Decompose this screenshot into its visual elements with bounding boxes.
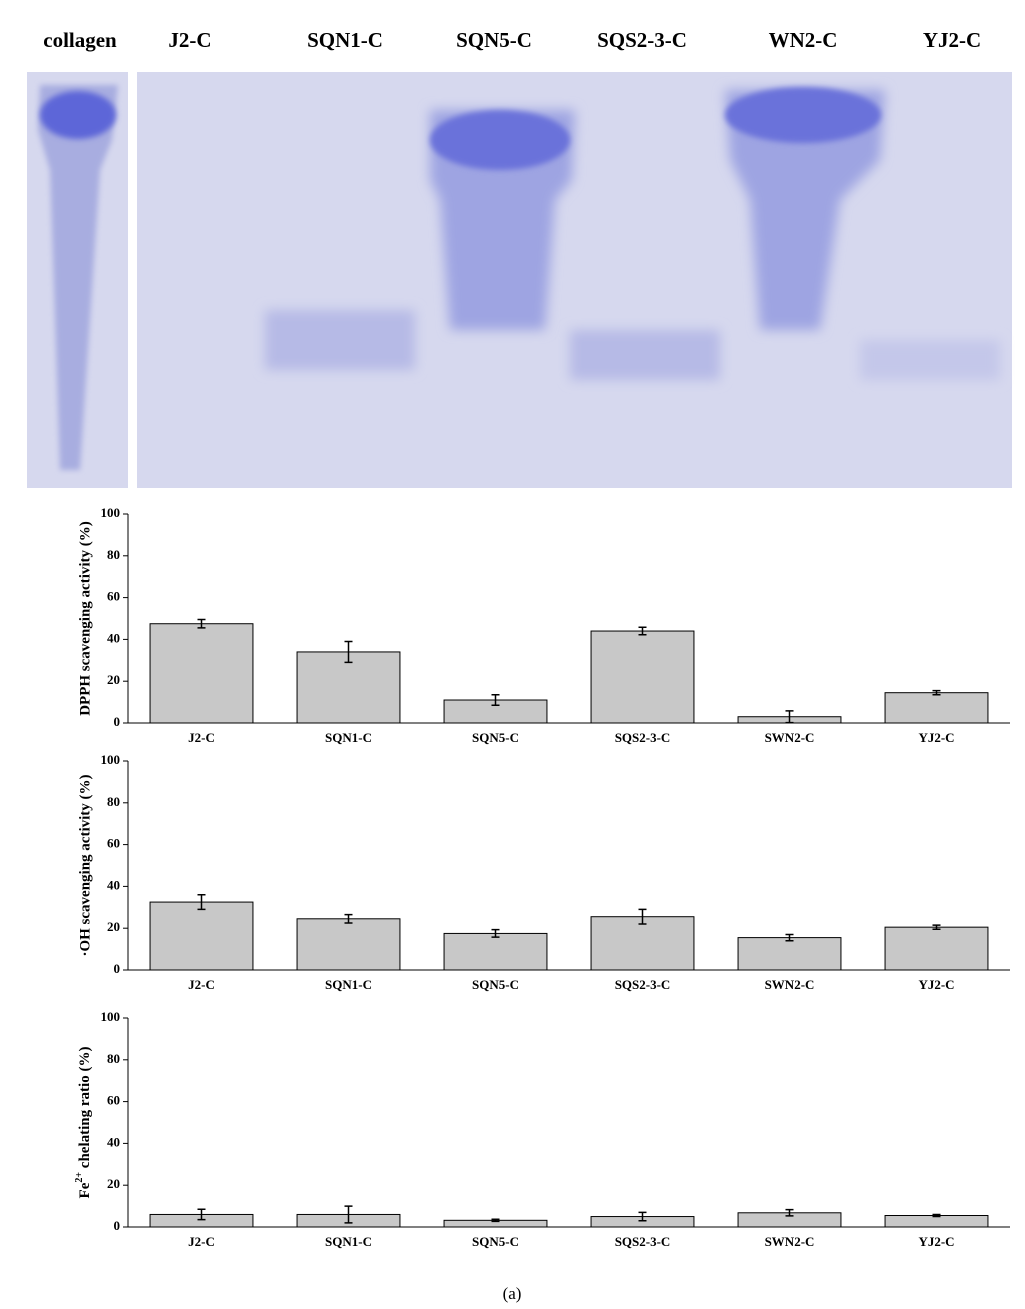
x-tick-label: YJ2-C xyxy=(918,1234,954,1249)
y-tick-label: 60 xyxy=(107,836,120,851)
lane-label: J2-C xyxy=(168,28,211,52)
y-tick-label: 0 xyxy=(114,1218,121,1233)
y-tick-label: 20 xyxy=(107,919,120,934)
y-axis-label: Fe2+ chelating ratio (%) xyxy=(74,1047,93,1199)
y-axis-label: DPPH scavenging activity (%) xyxy=(77,521,93,716)
x-tick-label: SQN5-C xyxy=(472,1234,519,1249)
x-tick-label: SQS2-3-C xyxy=(615,730,671,745)
x-tick-label: SWN2-C xyxy=(765,977,815,992)
y-tick-label: 80 xyxy=(107,794,120,809)
figure: (a) collagen J2-C SQN1-C SQN5-C SQS2-3-C WN2-… xyxy=(0,0,1025,1309)
y-tick-label: 100 xyxy=(101,505,121,520)
y-tick-label: 0 xyxy=(114,961,121,976)
gel-image xyxy=(27,72,1012,488)
lane-label: WN2-C xyxy=(769,28,838,52)
y-tick-label: 40 xyxy=(107,877,120,892)
lane-label: SQN5-C xyxy=(456,28,532,52)
x-tick-label: SWN2-C xyxy=(765,1234,815,1249)
bar xyxy=(150,902,253,970)
x-tick-label: SQN1-C xyxy=(325,1234,372,1249)
x-tick-label: SQN5-C xyxy=(472,730,519,745)
y-tick-label: 0 xyxy=(114,714,121,729)
x-tick-label: SQN1-C xyxy=(325,730,372,745)
lane-label: YJ2-C xyxy=(923,28,981,52)
caption: (a) xyxy=(503,1284,522,1303)
y-tick-label: 60 xyxy=(107,589,120,604)
bar xyxy=(150,624,253,723)
x-tick-label: J2-C xyxy=(188,977,215,992)
y-tick-label: 100 xyxy=(101,752,121,767)
bar xyxy=(591,631,694,723)
y-tick-label: 80 xyxy=(107,1051,120,1066)
x-tick-label: SWN2-C xyxy=(765,730,815,745)
y-axis-label-part: 2+ xyxy=(74,1172,85,1183)
y-tick-label: 100 xyxy=(101,1009,121,1024)
y-axis-label-part: Fe xyxy=(77,1182,93,1198)
y-axis-label-part: chelating ratio (%) xyxy=(77,1047,93,1172)
y-tick-label: 80 xyxy=(107,547,120,562)
x-tick-label: SQN1-C xyxy=(325,977,372,992)
x-tick-label: SQN5-C xyxy=(472,977,519,992)
lane-label: SQN1-C xyxy=(307,28,383,52)
y-tick-label: 40 xyxy=(107,1134,120,1149)
x-tick-label: J2-C xyxy=(188,1234,215,1249)
y-tick-label: 40 xyxy=(107,630,120,645)
x-tick-label: YJ2-C xyxy=(918,730,954,745)
lane-label: collagen xyxy=(43,28,117,52)
x-tick-label: SQS2-3-C xyxy=(615,1234,671,1249)
y-tick-label: 20 xyxy=(107,1176,120,1191)
y-axis-label: ·OH scavenging activity (%) xyxy=(77,774,93,956)
y-tick-label: 20 xyxy=(107,672,120,687)
bar xyxy=(885,927,988,970)
bar xyxy=(444,933,547,970)
bar xyxy=(738,938,841,970)
x-tick-label: J2-C xyxy=(188,730,215,745)
bar xyxy=(297,919,400,970)
bar xyxy=(885,693,988,723)
y-tick-label: 60 xyxy=(107,1093,120,1108)
x-tick-label: SQS2-3-C xyxy=(615,977,671,992)
lane-label: SQS2-3-C xyxy=(597,28,687,52)
x-tick-label: YJ2-C xyxy=(918,977,954,992)
